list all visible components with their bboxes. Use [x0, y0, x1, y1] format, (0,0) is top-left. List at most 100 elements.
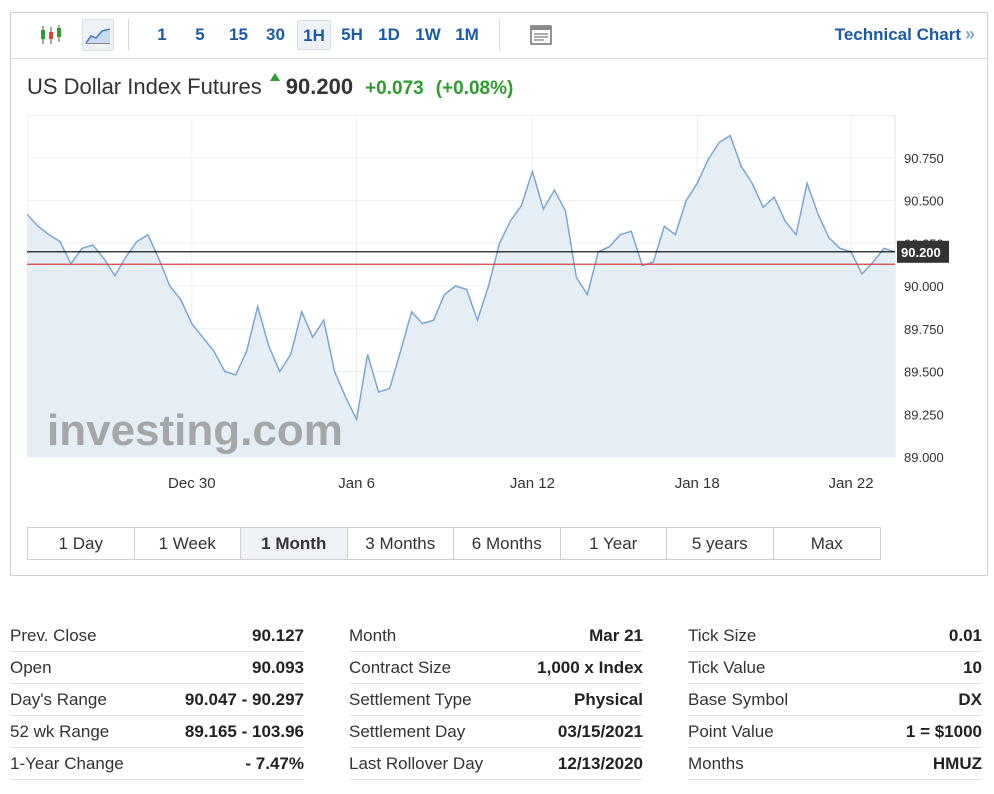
data-table-icon[interactable]: [525, 19, 557, 51]
range-tab-1-day[interactable]: 1 Day: [28, 528, 135, 559]
timeframe-5[interactable]: 5: [195, 25, 205, 44]
detail-label: Contract Size: [349, 658, 452, 677]
series-area: [27, 135, 895, 457]
range-tabs: 1 Day 1 Week 1 Month 3 Months 6 Months 1…: [27, 527, 881, 560]
detail-value: 89.165 - 103.96: [184, 722, 304, 741]
x-tick-label: Dec 30: [168, 475, 216, 492]
range-tab-1-week[interactable]: 1 Week: [135, 528, 241, 559]
detail-value: Physical: [574, 690, 643, 709]
detail-row: Base Symbol DX: [688, 684, 982, 716]
detail-row: Tick Value 10: [688, 652, 982, 684]
chart-panel: 1 5 15 30 1H 5H 1D 1W 1M Technical Chart…: [10, 12, 988, 576]
details-column-2: Month Mar 21 Contract Size 1,000 x Index S…: [349, 620, 643, 780]
double-chevron-right-icon: »: [964, 24, 975, 44]
detail-value: HMUZ: [932, 754, 982, 773]
technical-chart-link[interactable]: Technical Chart»: [835, 24, 975, 45]
instrument-header: US Dollar Index Futures 90.200 +0.073 (+0.0…: [27, 73, 513, 103]
timeframe-1w[interactable]: 1W: [415, 25, 441, 44]
detail-row: Contract Size 1,000 x Index: [349, 652, 643, 684]
y-tick-label: 90.750: [904, 151, 944, 166]
timeframe-15[interactable]: 15: [229, 25, 248, 44]
contract-details: Prev. Close 90.127 Open 90.093 Day's Range…: [10, 620, 982, 780]
toolbar-divider: [499, 19, 500, 51]
y-tick-label: 90.000: [904, 279, 944, 294]
series-line: [27, 134, 896, 422]
details-column-3: Tick Size 0.01 Tick Value 10 Base Symbol DX…: [688, 620, 982, 780]
last-price: 90.200: [285, 74, 354, 99]
detail-row: Last Rollover Day 12/13/2020: [349, 748, 643, 780]
detail-value: 0.01: [948, 626, 982, 645]
price-change: +0.073: [365, 78, 424, 99]
detail-value: 10: [963, 658, 982, 677]
price-change-percent: (+0.08%): [435, 78, 514, 99]
range-tab-max[interactable]: Max: [810, 534, 843, 553]
detail-label: Last Rollover Day: [349, 754, 484, 773]
up-arrow-icon: [269, 73, 280, 81]
timeframe-5h[interactable]: 5H: [341, 25, 363, 44]
timeframe-1m[interactable]: 1M: [455, 25, 479, 44]
toolbar-divider: [128, 19, 129, 51]
detail-label: 52 wk Range: [10, 722, 110, 741]
detail-value: DX: [958, 690, 982, 709]
detail-label: Day's Range: [10, 690, 107, 709]
detail-row: 1-Year Change - 7.47%: [10, 748, 304, 780]
y-tick-label: 89.000: [904, 450, 944, 465]
price-chart[interactable]: investing.com90.75090.50090.25090.00089.…: [27, 115, 951, 507]
detail-value: 90.047 - 90.297: [184, 690, 304, 709]
detail-row: Settlement Type Physical: [349, 684, 643, 716]
detail-value: 90.093: [252, 658, 304, 677]
watermark-logo: investing.com: [47, 406, 343, 455]
x-tick-label: Jan 18: [675, 475, 720, 492]
detail-row: Day's Range 90.047 - 90.297: [10, 684, 304, 716]
x-tick-label: Jan 6: [338, 475, 375, 492]
y-tick-label: 89.500: [904, 365, 944, 380]
current-price-label-box: [897, 240, 949, 263]
detail-label: Tick Value: [688, 658, 766, 677]
detail-label: Point Value: [688, 722, 774, 741]
detail-row: Month Mar 21: [349, 620, 643, 652]
detail-value: - 7.47%: [245, 754, 304, 773]
detail-label: Months: [688, 754, 744, 773]
range-tab-6-months[interactable]: 6 Months: [454, 528, 561, 559]
technical-chart-label: Technical Chart: [834, 25, 961, 44]
detail-label: Open: [10, 658, 52, 677]
range-tab-1-year[interactable]: 1 Year: [561, 528, 667, 559]
detail-value: 03/15/2021: [557, 722, 643, 741]
detail-label: Settlement Day: [349, 722, 466, 741]
x-tick-label: Jan 22: [829, 475, 874, 492]
detail-row: Point Value 1 = $1000: [688, 716, 982, 748]
y-tick-label: 90.500: [904, 194, 944, 209]
detail-label: 1-Year Change: [10, 754, 124, 773]
y-tick-label: 89.250: [904, 407, 944, 422]
x-tick-label: Jan 12: [510, 475, 555, 492]
timeframe-1[interactable]: 1: [157, 25, 167, 44]
detail-value: 1 = $1000: [905, 722, 982, 741]
detail-label: Base Symbol: [688, 690, 789, 709]
detail-row: Prev. Close 90.127: [10, 620, 304, 652]
range-tab-3-months[interactable]: 3 Months: [348, 528, 454, 559]
instrument-name: US Dollar Index Futures: [27, 74, 262, 99]
detail-value: 12/13/2020: [557, 754, 643, 773]
detail-value: 1,000 x Index: [537, 658, 643, 677]
details-column-1: Prev. Close 90.127 Open 90.093 Day's Range…: [10, 620, 304, 780]
detail-row: 52 wk Range 89.165 - 103.96: [10, 716, 304, 748]
y-tick-label: 89.750: [904, 322, 944, 337]
detail-label: Prev. Close: [10, 626, 97, 645]
chart-toolbar: 1 5 15 30 1H 5H 1D 1W 1M Technical Chart…: [11, 13, 987, 59]
timeframe-30[interactable]: 30: [266, 25, 285, 44]
detail-row: Months HMUZ: [688, 748, 982, 780]
range-tab-5-years[interactable]: 5 years: [667, 528, 774, 559]
candlestick-chart-icon[interactable]: [35, 19, 67, 51]
detail-row: Settlement Day 03/15/2021: [349, 716, 643, 748]
current-price-label: 90.200: [901, 245, 941, 260]
detail-value: Mar 21: [589, 626, 643, 645]
range-tab-1-month[interactable]: 1 Month: [241, 528, 348, 559]
detail-label: Month: [349, 626, 397, 645]
detail-row: Tick Size 0.01: [688, 620, 982, 652]
timeframe-1h[interactable]: 1H: [297, 20, 331, 50]
detail-value: 90.127: [252, 626, 304, 645]
timeframe-1d[interactable]: 1D: [378, 25, 400, 44]
detail-row: Open 90.093: [10, 652, 304, 684]
detail-label: Tick Size: [688, 626, 757, 645]
area-chart-icon[interactable]: [82, 19, 114, 51]
